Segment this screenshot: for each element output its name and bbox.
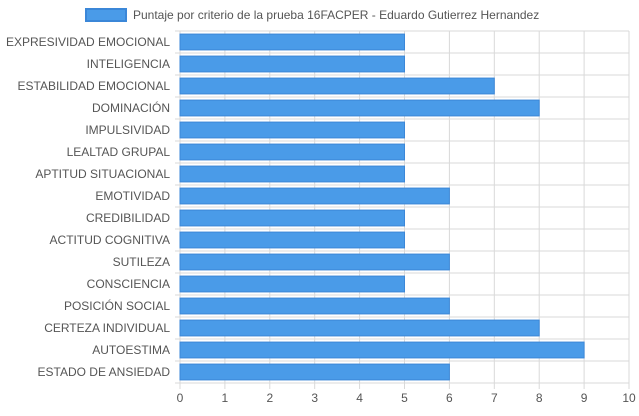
x-tick-label: 4: [356, 391, 363, 405]
bar[interactable]: [179, 363, 450, 381]
y-category-label: CREDIBILIDAD: [86, 211, 170, 225]
x-tick-label: 5: [401, 391, 408, 405]
y-category-label: AUTOESTIMA: [92, 343, 170, 357]
y-category-label: POSICIÓN SOCIAL: [64, 298, 170, 313]
y-category-label: SUTILEZA: [113, 255, 170, 269]
bar[interactable]: [179, 209, 405, 227]
legend-label: Puntaje por criterio de la prueba 16FACP…: [133, 8, 539, 22]
y-axis-labels: EXPRESIVIDAD EMOCIONAL INTELIGENCIA ESTABI…: [6, 35, 170, 379]
y-category-label: ACTITUD COGNITIVA: [50, 233, 170, 247]
y-category-label: LEALTAD GRUPAL: [67, 145, 171, 159]
y-category-label: CONSCIENCIA: [87, 277, 170, 291]
bar[interactable]: [179, 319, 540, 337]
x-tick-label: 2: [266, 391, 273, 405]
y-category-label: EXPRESIVIDAD EMOCIONAL: [6, 35, 170, 49]
x-tick-label: 0: [177, 391, 184, 405]
bar[interactable]: [179, 99, 540, 117]
y-category-label: CERTEZA INDIVIDUAL: [44, 321, 170, 335]
legend-swatch: [85, 8, 127, 22]
bar[interactable]: [179, 297, 450, 315]
x-tick-label: 8: [536, 391, 543, 405]
bar[interactable]: [179, 341, 585, 359]
bar[interactable]: [179, 187, 450, 205]
y-category-label: INTELIGENCIA: [87, 57, 170, 71]
bar[interactable]: [179, 77, 495, 95]
bar[interactable]: [179, 165, 405, 183]
legend[interactable]: Puntaje por criterio de la prueba 16FACP…: [85, 8, 539, 22]
y-category-label: ESTABILIDAD EMOCIONAL: [18, 79, 171, 93]
bar[interactable]: [179, 121, 405, 139]
bar[interactable]: [179, 275, 405, 293]
y-category-label: EMOTIVIDAD: [95, 189, 170, 203]
x-tick-label: 10: [622, 391, 636, 405]
y-category-label: APTITUD SITUACIONAL: [35, 167, 170, 181]
bar[interactable]: [179, 231, 405, 249]
x-tick-label: 3: [311, 391, 318, 405]
x-tick-label: 9: [581, 391, 588, 405]
x-tick-label: 1: [222, 391, 229, 405]
bars: [179, 33, 585, 381]
x-axis-labels: 0 1 2 3 4 5 6 7 8 9 10: [177, 391, 636, 405]
x-tick-label: 7: [491, 391, 498, 405]
y-category-label: IMPULSIVIDAD: [85, 123, 170, 137]
y-category-label: DOMINACIÓN: [92, 100, 170, 115]
y-category-label: ESTADO DE ANSIEDAD: [38, 365, 171, 379]
bar[interactable]: [179, 33, 405, 51]
bar[interactable]: [179, 55, 405, 73]
bar[interactable]: [179, 253, 450, 271]
x-tick-label: 6: [446, 391, 453, 405]
bar[interactable]: [179, 143, 405, 161]
